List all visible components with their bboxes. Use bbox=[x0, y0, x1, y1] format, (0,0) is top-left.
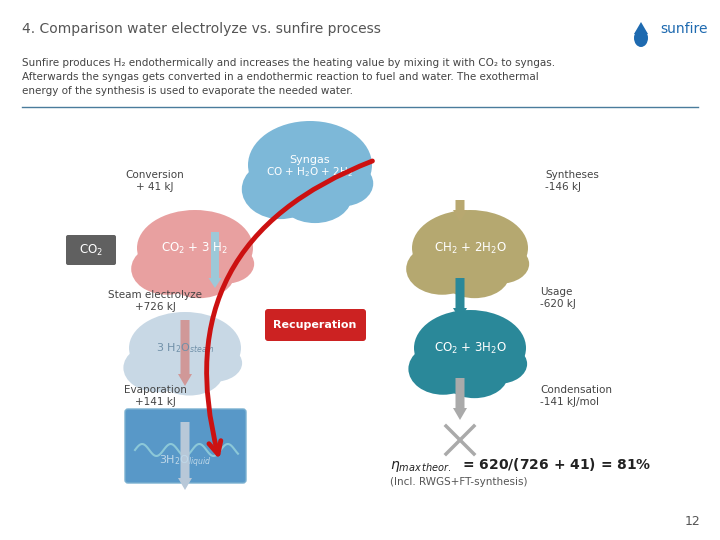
Ellipse shape bbox=[196, 244, 254, 284]
Ellipse shape bbox=[460, 222, 513, 249]
Text: 4. Comparison water electrolyze vs. sunfire process: 4. Comparison water electrolyze vs. sunf… bbox=[22, 22, 381, 36]
Ellipse shape bbox=[412, 210, 528, 286]
Ellipse shape bbox=[300, 135, 355, 167]
Ellipse shape bbox=[422, 319, 476, 348]
Text: +726 kJ: +726 kJ bbox=[135, 302, 176, 312]
Ellipse shape bbox=[165, 251, 235, 298]
Text: Recuperation: Recuperation bbox=[274, 320, 356, 330]
Text: CO + H$_2$O + 2H$_2$: CO + H$_2$O + 2H$_2$ bbox=[266, 165, 354, 179]
FancyBboxPatch shape bbox=[265, 309, 366, 341]
Text: Sunfire produces H₂ endothermically and increases the heating value by mixing it: Sunfire produces H₂ endothermically and … bbox=[22, 58, 555, 68]
Ellipse shape bbox=[414, 310, 526, 386]
Ellipse shape bbox=[153, 342, 204, 377]
FancyArrow shape bbox=[178, 422, 192, 490]
Ellipse shape bbox=[420, 219, 476, 248]
Ellipse shape bbox=[176, 323, 226, 349]
Text: Evaporation: Evaporation bbox=[124, 385, 186, 395]
FancyArrow shape bbox=[178, 320, 192, 386]
Text: 12: 12 bbox=[684, 515, 700, 528]
Ellipse shape bbox=[123, 343, 193, 392]
Ellipse shape bbox=[471, 244, 529, 284]
Text: -141 kJ/mol: -141 kJ/mol bbox=[540, 397, 599, 407]
Polygon shape bbox=[634, 22, 648, 34]
Text: -146 kJ: -146 kJ bbox=[545, 182, 581, 192]
Ellipse shape bbox=[137, 210, 253, 286]
FancyArrow shape bbox=[453, 378, 467, 420]
Text: Condensation: Condensation bbox=[540, 385, 612, 395]
Text: energy of the synthesis is used to evaporate the needed water.: energy of the synthesis is used to evapo… bbox=[22, 86, 353, 96]
Ellipse shape bbox=[437, 242, 489, 279]
Ellipse shape bbox=[438, 342, 488, 379]
Ellipse shape bbox=[137, 321, 191, 348]
Text: CO$_2$ + 3 H$_2$: CO$_2$ + 3 H$_2$ bbox=[161, 240, 228, 255]
Text: $\eta_{max\,theor.}$  = 620/(726 + 41) = 81%: $\eta_{max\,theor.}$ = 620/(726 + 41) = … bbox=[390, 456, 652, 474]
Text: 3H$_2$O$_{liquid}$: 3H$_2$O$_{liquid}$ bbox=[158, 454, 211, 470]
Text: -620 kJ: -620 kJ bbox=[540, 299, 576, 309]
Ellipse shape bbox=[257, 132, 316, 165]
Text: 3 H$_2$O$_{steam}$: 3 H$_2$O$_{steam}$ bbox=[156, 341, 215, 355]
Text: CO$_2$ + 3H$_2$O: CO$_2$ + 3H$_2$O bbox=[433, 340, 506, 355]
Ellipse shape bbox=[274, 158, 330, 200]
Ellipse shape bbox=[441, 351, 508, 398]
Text: Syngas: Syngas bbox=[289, 155, 330, 165]
Ellipse shape bbox=[131, 243, 203, 295]
Ellipse shape bbox=[278, 168, 352, 223]
Ellipse shape bbox=[185, 222, 238, 249]
Text: CO$_2$: CO$_2$ bbox=[79, 242, 103, 258]
Ellipse shape bbox=[242, 159, 319, 219]
Ellipse shape bbox=[162, 242, 214, 279]
Ellipse shape bbox=[129, 312, 241, 384]
Text: sunfire: sunfire bbox=[660, 22, 708, 36]
Text: Afterwards the syngas gets converted in a endothermic reaction to fuel and water: Afterwards the syngas gets converted in … bbox=[22, 72, 539, 82]
FancyBboxPatch shape bbox=[66, 235, 116, 265]
FancyBboxPatch shape bbox=[125, 409, 246, 483]
Ellipse shape bbox=[406, 243, 478, 295]
Ellipse shape bbox=[248, 121, 372, 209]
Text: (Incl. RWGS+FT-synthesis): (Incl. RWGS+FT-synthesis) bbox=[390, 477, 528, 487]
Ellipse shape bbox=[186, 345, 242, 382]
Text: CH$_2$ + 2H$_2$O: CH$_2$ + 2H$_2$O bbox=[433, 240, 506, 255]
Ellipse shape bbox=[471, 344, 527, 384]
FancyArrow shape bbox=[453, 200, 467, 222]
Ellipse shape bbox=[145, 219, 201, 248]
Ellipse shape bbox=[634, 29, 648, 47]
Text: Steam electrolyze: Steam electrolyze bbox=[108, 290, 202, 300]
Ellipse shape bbox=[156, 351, 223, 395]
FancyArrow shape bbox=[209, 232, 222, 288]
Text: Syntheses: Syntheses bbox=[545, 170, 599, 180]
Ellipse shape bbox=[461, 322, 511, 349]
Ellipse shape bbox=[408, 343, 478, 395]
Text: + 41 kJ: + 41 kJ bbox=[136, 182, 174, 192]
Ellipse shape bbox=[311, 160, 373, 206]
Text: Usage: Usage bbox=[540, 287, 572, 297]
Text: Conversion: Conversion bbox=[125, 170, 184, 180]
Ellipse shape bbox=[440, 251, 510, 298]
FancyArrow shape bbox=[453, 278, 467, 320]
Text: +141 kJ: +141 kJ bbox=[135, 397, 176, 407]
